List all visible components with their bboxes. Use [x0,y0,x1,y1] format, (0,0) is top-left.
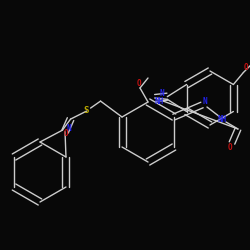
Text: O: O [64,129,69,138]
Text: NH: NH [217,116,226,124]
Text: O: O [137,78,141,88]
Text: NH: NH [155,97,164,106]
Text: S: S [84,106,89,114]
Text: N: N [203,98,207,106]
Text: N: N [67,124,71,133]
Text: O: O [244,63,249,72]
Text: O: O [228,144,232,152]
Text: N: N [160,89,164,98]
